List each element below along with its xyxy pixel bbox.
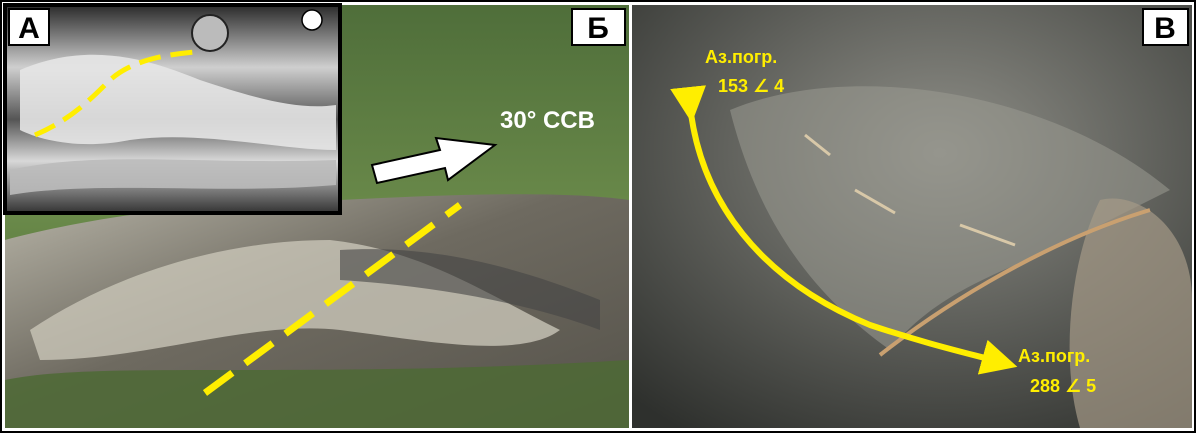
fold-hinge-arrow [670, 85, 1018, 375]
azimuth-value: 288 ∠ 5 [1030, 376, 1096, 396]
panel-a: А [3, 3, 342, 215]
direction-label: 30° ССВ [500, 107, 595, 134]
shear-sense-icon [301, 9, 323, 31]
azimuth-title: Аз.погр. [705, 47, 777, 67]
foreground-grass [5, 360, 629, 428]
rock-block [1069, 198, 1192, 428]
panel-label: В [1154, 12, 1176, 45]
label-box [1142, 8, 1189, 46]
azimuth-title: Аз.погр. [1018, 346, 1090, 366]
panel-label: А [18, 12, 40, 45]
azimuth-value: 153 ∠ 4 [718, 76, 784, 96]
inset-layer [10, 159, 336, 195]
panel-v: Аз.погр. 153 ∠ 4 Аз.погр. 288 ∠ 5 В [632, 5, 1192, 428]
label-box [8, 8, 50, 46]
fold-axis-line [202, 202, 463, 396]
direction-arrow [370, 136, 498, 185]
label-box [571, 8, 626, 46]
rock-layer [340, 249, 600, 330]
panel-label: Б [587, 12, 609, 45]
inset-layer [20, 54, 336, 150]
coin [191, 14, 229, 52]
